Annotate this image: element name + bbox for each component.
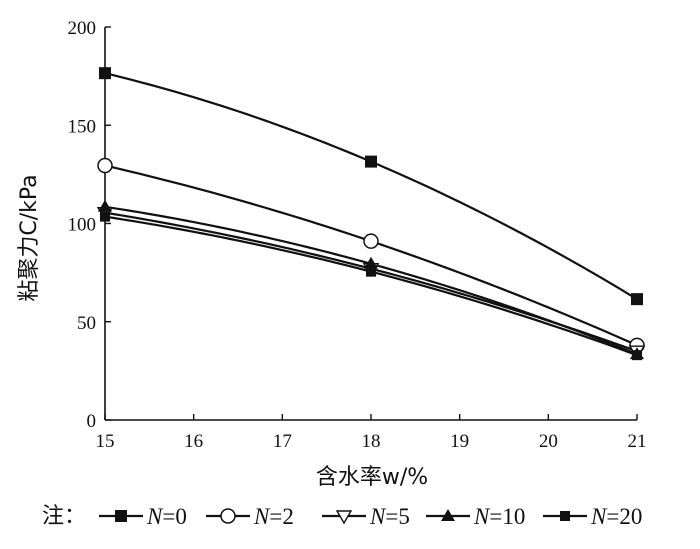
y-axis-label: 粘聚力C/kPa (17, 174, 42, 301)
legend-label: N=20 (590, 504, 642, 529)
x-tick-label: 17 (273, 431, 292, 452)
legend-marker (335, 510, 353, 525)
legend-value: =2 (269, 504, 293, 529)
legend-value: =10 (489, 504, 525, 529)
x-tick-label: 15 (96, 431, 115, 452)
legend-label: N=10 (473, 504, 525, 529)
legend-label: N=5 (369, 504, 410, 529)
data-point (99, 67, 111, 80)
series-curves (104, 72, 638, 357)
legend-variable: N (146, 504, 164, 529)
legend-variable: N (590, 504, 608, 529)
data-point (363, 233, 379, 249)
legend-marker (115, 510, 127, 522)
legend-variable: N (473, 504, 491, 529)
data-point (366, 266, 376, 277)
x-tick-label: 21 (628, 431, 647, 452)
y-tick-label: 100 (68, 215, 97, 236)
data-point (364, 256, 378, 269)
y-ticks: 0 50 100 150 200 (68, 18, 111, 432)
y-tick-label: 150 (68, 116, 97, 137)
legend-variable: N (369, 504, 387, 529)
legend-marker (560, 511, 570, 521)
data-point (632, 350, 642, 361)
x-tick-label: 18 (362, 431, 381, 452)
data-point (365, 155, 377, 168)
legend-variable: N (253, 504, 271, 529)
series-line (104, 205, 638, 356)
legend: N=0 N=2 N=5 N=10 N=20 (99, 504, 642, 529)
y-tick-label: 0 (87, 411, 97, 432)
x-ticks: 15 16 17 18 19 20 21 (96, 414, 647, 452)
legend-marker (220, 508, 236, 524)
data-point (97, 157, 113, 174)
x-tick-label: 16 (184, 431, 203, 452)
data-point (100, 211, 110, 222)
legend-prefix: 注： (42, 504, 86, 529)
legend-value: =5 (385, 504, 409, 529)
legend-label: N=2 (253, 504, 294, 529)
y-tick-label: 50 (77, 313, 96, 334)
x-tick-label: 20 (539, 431, 558, 452)
legend-value: =20 (606, 504, 642, 529)
series-markers (96, 67, 646, 361)
y-tick-label: 200 (68, 18, 97, 39)
legend-label: N=0 (146, 504, 187, 529)
series-line (104, 164, 638, 347)
x-tick-label: 19 (450, 431, 469, 452)
data-point (98, 199, 112, 212)
data-point (631, 293, 643, 306)
axes (104, 27, 637, 421)
x-axis-label: 含水率w/% (316, 465, 428, 490)
legend-value: =0 (162, 504, 186, 529)
legend-marker (441, 509, 455, 521)
